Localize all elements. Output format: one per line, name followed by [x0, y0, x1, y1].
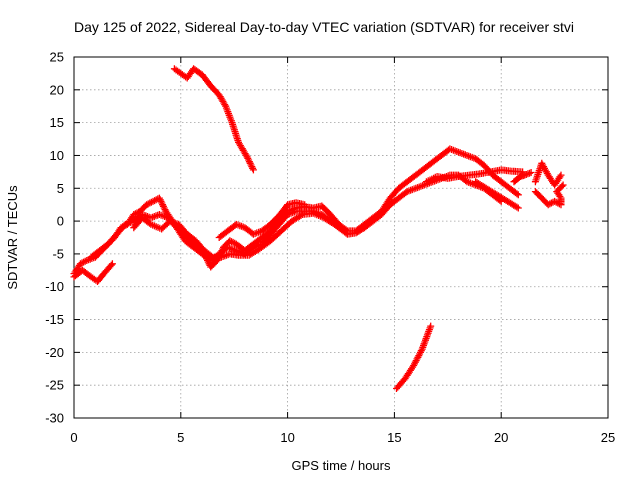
plus-markers: [422, 166, 527, 186]
chart-title: Day 125 of 2022, Sidereal Day-to-day VTE…: [74, 19, 574, 35]
series-arc-5: [215, 199, 309, 241]
y-tick-label: -10: [45, 279, 64, 294]
plus-markers: [170, 65, 257, 174]
series-arc-2: [70, 260, 116, 285]
series-arc-9: [531, 159, 565, 189]
plus-markers: [531, 181, 567, 209]
x-tick-label: 10: [280, 430, 294, 445]
series-arc-11: [170, 65, 257, 174]
series-arc-8: [510, 169, 535, 186]
plot-frame: [73, 56, 609, 419]
plus-markers: [130, 209, 349, 261]
plus-markers: [393, 322, 435, 392]
x-tick-label: 20: [494, 430, 508, 445]
series-arc-12: [393, 322, 435, 392]
plus-markers: [510, 169, 535, 186]
y-tick-label: -5: [52, 246, 64, 261]
y-tick-label: 0: [57, 214, 64, 229]
axis-ticks: 0 5 10 15 20 25 -30 -25 -20 -15 -10 -5 0 5 10 15 20 25: [45, 50, 615, 446]
plus-markers: [531, 159, 565, 189]
y-tick-label: 15: [50, 115, 64, 130]
plus-markers: [70, 260, 116, 285]
series-arc-6: [422, 166, 527, 186]
plus-markers: [215, 199, 309, 241]
x-tick-label: 15: [387, 430, 401, 445]
y-tick-label: -25: [45, 378, 64, 393]
x-axis-label: GPS time / hours: [292, 458, 391, 473]
y-tick-label: 5: [57, 181, 64, 196]
y-tick-label: -30: [45, 411, 64, 426]
plus-markers: [472, 178, 522, 212]
series-arc-4: [130, 209, 349, 261]
y-axis-label: SDTVAR / TECUs: [5, 185, 20, 290]
y-tick-label: -20: [45, 345, 64, 360]
y-tick-label: 20: [50, 82, 64, 97]
x-tick-label: 0: [70, 430, 77, 445]
series-arc-7: [472, 178, 522, 212]
y-tick-label: 10: [50, 148, 64, 163]
data-series: [70, 65, 567, 392]
y-tick-label: 25: [50, 50, 64, 65]
x-tick-label: 25: [601, 430, 615, 445]
y-tick-label: -15: [45, 312, 64, 327]
grid: [74, 57, 608, 418]
series-arc-10: [531, 181, 567, 209]
x-tick-label: 5: [177, 430, 184, 445]
